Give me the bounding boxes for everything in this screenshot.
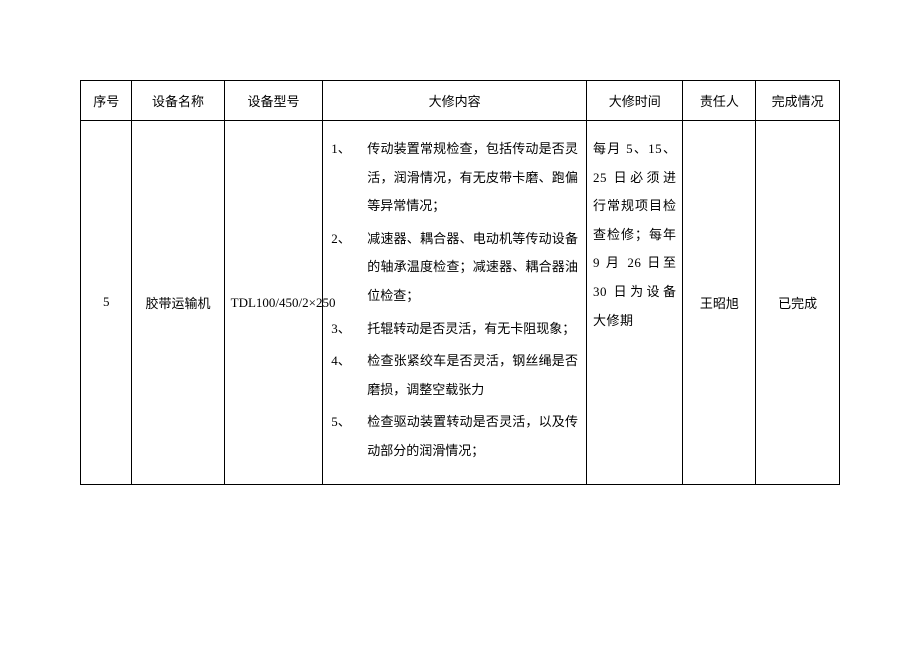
table-header-row: 序号 设备名称 设备型号 大修内容 大修时间 责任人 完成情况 [81, 81, 840, 121]
col-header-model: 设备型号 [224, 81, 323, 121]
content-item: 检查张紧绞车是否灵活，钢丝绳是否磨损，调整空载张力 [331, 347, 578, 404]
cell-time: 每月 5、15、25 日必须进行常规项目检查检修；每年 9 月 26 日至 30… [586, 121, 682, 485]
content-item: 减速器、耦合器、电动机等传动设备的轴承温度检查；减速器、耦合器油位检查； [331, 225, 578, 311]
cell-model: TDL100/450/2×250 [224, 121, 323, 485]
content-item: 传动装置常规检查，包括传动是否灵活，润滑情况，有无皮带卡磨、跑偏等异常情况； [331, 135, 578, 221]
col-header-person: 责任人 [683, 81, 756, 121]
content-item: 托辊转动是否灵活，有无卡阻现象； [331, 315, 578, 344]
cell-name: 胶带运输机 [132, 121, 224, 485]
col-header-status: 完成情况 [756, 81, 840, 121]
col-header-name: 设备名称 [132, 81, 224, 121]
col-header-seq: 序号 [81, 81, 132, 121]
maintenance-table: 序号 设备名称 设备型号 大修内容 大修时间 责任人 完成情况 5 胶带运输机 … [80, 80, 840, 485]
content-list: 传动装置常规检查，包括传动是否灵活，润滑情况，有无皮带卡磨、跑偏等异常情况； 减… [331, 135, 578, 466]
col-header-content: 大修内容 [323, 81, 587, 121]
content-item: 检查驱动装置转动是否灵活，以及传动部分的润滑情况； [331, 408, 578, 465]
table-row: 5 胶带运输机 TDL100/450/2×250 传动装置常规检查，包括传动是否… [81, 121, 840, 485]
cell-person: 王昭旭 [683, 121, 756, 485]
cell-seq: 5 [81, 121, 132, 485]
col-header-time: 大修时间 [586, 81, 682, 121]
cell-status: 已完成 [756, 121, 840, 485]
cell-content: 传动装置常规检查，包括传动是否灵活，润滑情况，有无皮带卡磨、跑偏等异常情况； 减… [323, 121, 587, 485]
